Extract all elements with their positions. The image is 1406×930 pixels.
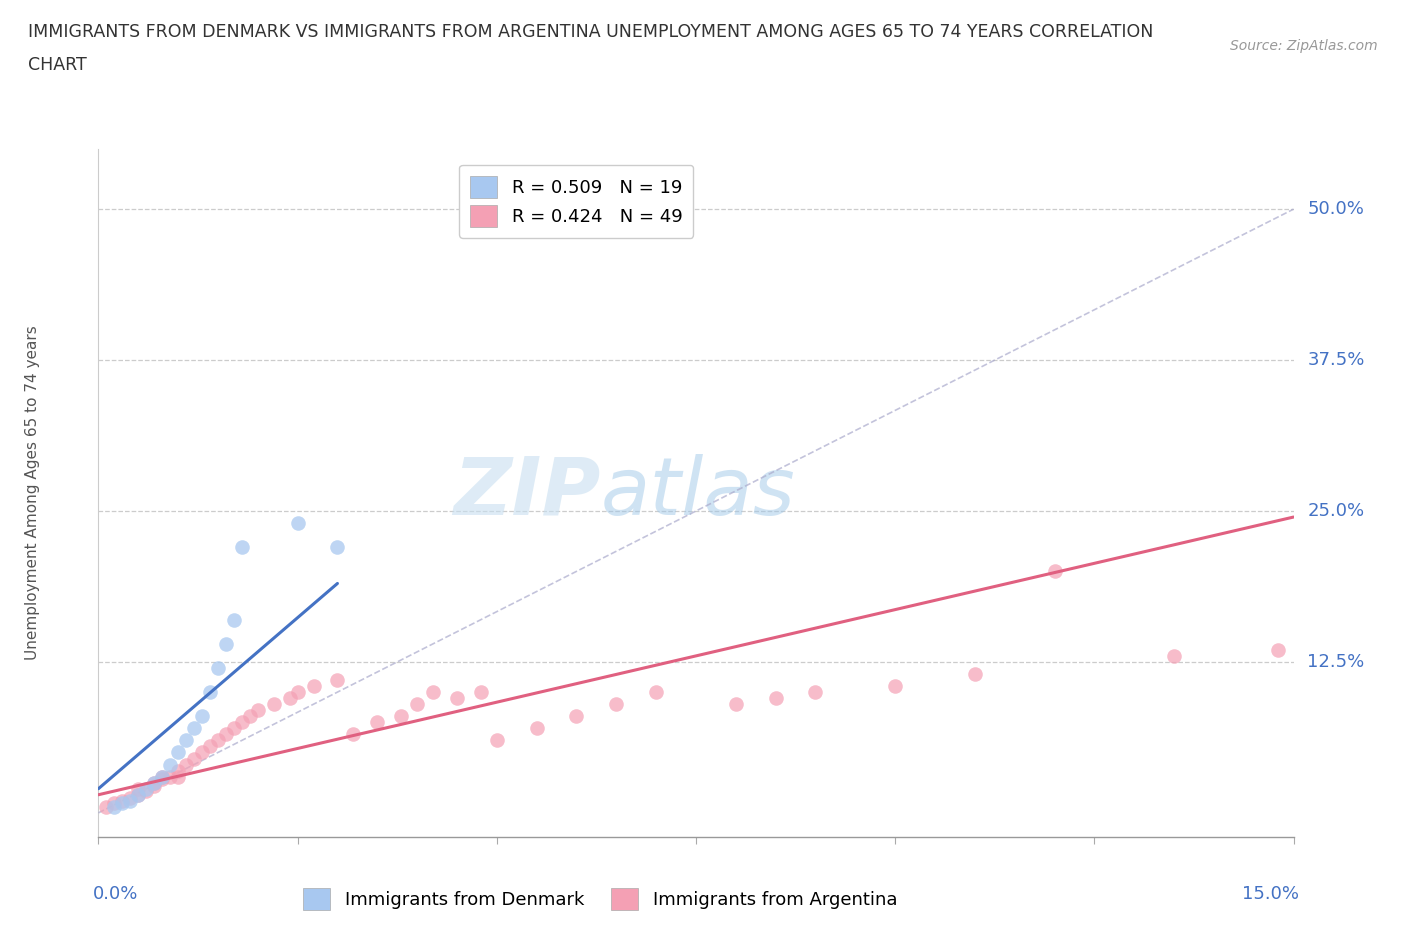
Point <box>342 727 364 742</box>
Point <box>135 781 157 796</box>
Point <box>231 539 253 554</box>
Point <box>96 800 118 815</box>
Text: 12.5%: 12.5% <box>1308 653 1365 671</box>
Text: Unemployment Among Ages 65 to 74 years: Unemployment Among Ages 65 to 74 years <box>25 326 41 660</box>
Point <box>135 784 157 799</box>
Point <box>103 796 125 811</box>
Point <box>120 793 142 808</box>
Text: 37.5%: 37.5% <box>1308 352 1365 369</box>
Text: 50.0%: 50.0% <box>1308 200 1364 219</box>
Point <box>884 679 907 694</box>
Point <box>278 691 301 706</box>
Point <box>263 697 285 711</box>
Point <box>111 793 134 808</box>
Text: 0.0%: 0.0% <box>93 885 138 903</box>
Text: atlas: atlas <box>600 454 796 532</box>
Point <box>645 684 668 699</box>
Point <box>127 781 149 796</box>
Point <box>1163 648 1185 663</box>
Point <box>422 684 444 699</box>
Point <box>150 772 173 787</box>
Point <box>167 764 190 778</box>
Point <box>143 776 166 790</box>
Point <box>246 703 269 718</box>
Text: Source: ZipAtlas.com: Source: ZipAtlas.com <box>1230 39 1378 53</box>
Point <box>183 751 205 766</box>
Point <box>1043 564 1066 578</box>
Point <box>222 721 245 736</box>
Point <box>724 697 747 711</box>
Point <box>605 697 627 711</box>
Point <box>215 636 238 651</box>
Point <box>366 715 388 730</box>
Point <box>565 709 588 724</box>
Point <box>287 515 309 530</box>
Text: ZIP: ZIP <box>453 454 600 532</box>
Point <box>111 796 134 811</box>
Point <box>963 667 986 682</box>
Point <box>198 739 221 754</box>
Point <box>485 733 508 748</box>
Point <box>191 709 214 724</box>
Point <box>150 769 173 784</box>
Point <box>183 721 205 736</box>
Point <box>198 684 221 699</box>
Text: 15.0%: 15.0% <box>1243 885 1299 903</box>
Point <box>167 745 190 760</box>
Text: IMMIGRANTS FROM DENMARK VS IMMIGRANTS FROM ARGENTINA UNEMPLOYMENT AMONG AGES 65 : IMMIGRANTS FROM DENMARK VS IMMIGRANTS FR… <box>28 23 1153 41</box>
Point <box>127 788 149 803</box>
Point <box>804 684 827 699</box>
Point <box>302 679 325 694</box>
Point <box>174 733 197 748</box>
Legend: Immigrants from Denmark, Immigrants from Argentina: Immigrants from Denmark, Immigrants from… <box>297 881 904 917</box>
Point <box>389 709 412 724</box>
Point <box>143 778 166 793</box>
Point <box>215 727 238 742</box>
Point <box>470 684 492 699</box>
Point <box>287 684 309 699</box>
Point <box>765 691 787 706</box>
Point <box>207 660 229 675</box>
Point <box>127 788 149 803</box>
Point <box>191 745 214 760</box>
Point <box>103 800 125 815</box>
Point <box>120 790 142 805</box>
Point <box>207 733 229 748</box>
Point <box>446 691 468 706</box>
Text: CHART: CHART <box>28 56 87 73</box>
Point <box>174 757 197 772</box>
Point <box>231 715 253 730</box>
Point <box>159 757 181 772</box>
Text: 25.0%: 25.0% <box>1308 502 1365 520</box>
Point <box>222 612 245 627</box>
Point <box>326 672 349 687</box>
Point <box>143 776 166 790</box>
Point <box>167 769 190 784</box>
Point <box>239 709 262 724</box>
Point <box>406 697 429 711</box>
Point <box>150 769 173 784</box>
Point <box>526 721 548 736</box>
Point <box>326 539 349 554</box>
Point <box>1267 643 1289 658</box>
Point <box>159 769 181 784</box>
